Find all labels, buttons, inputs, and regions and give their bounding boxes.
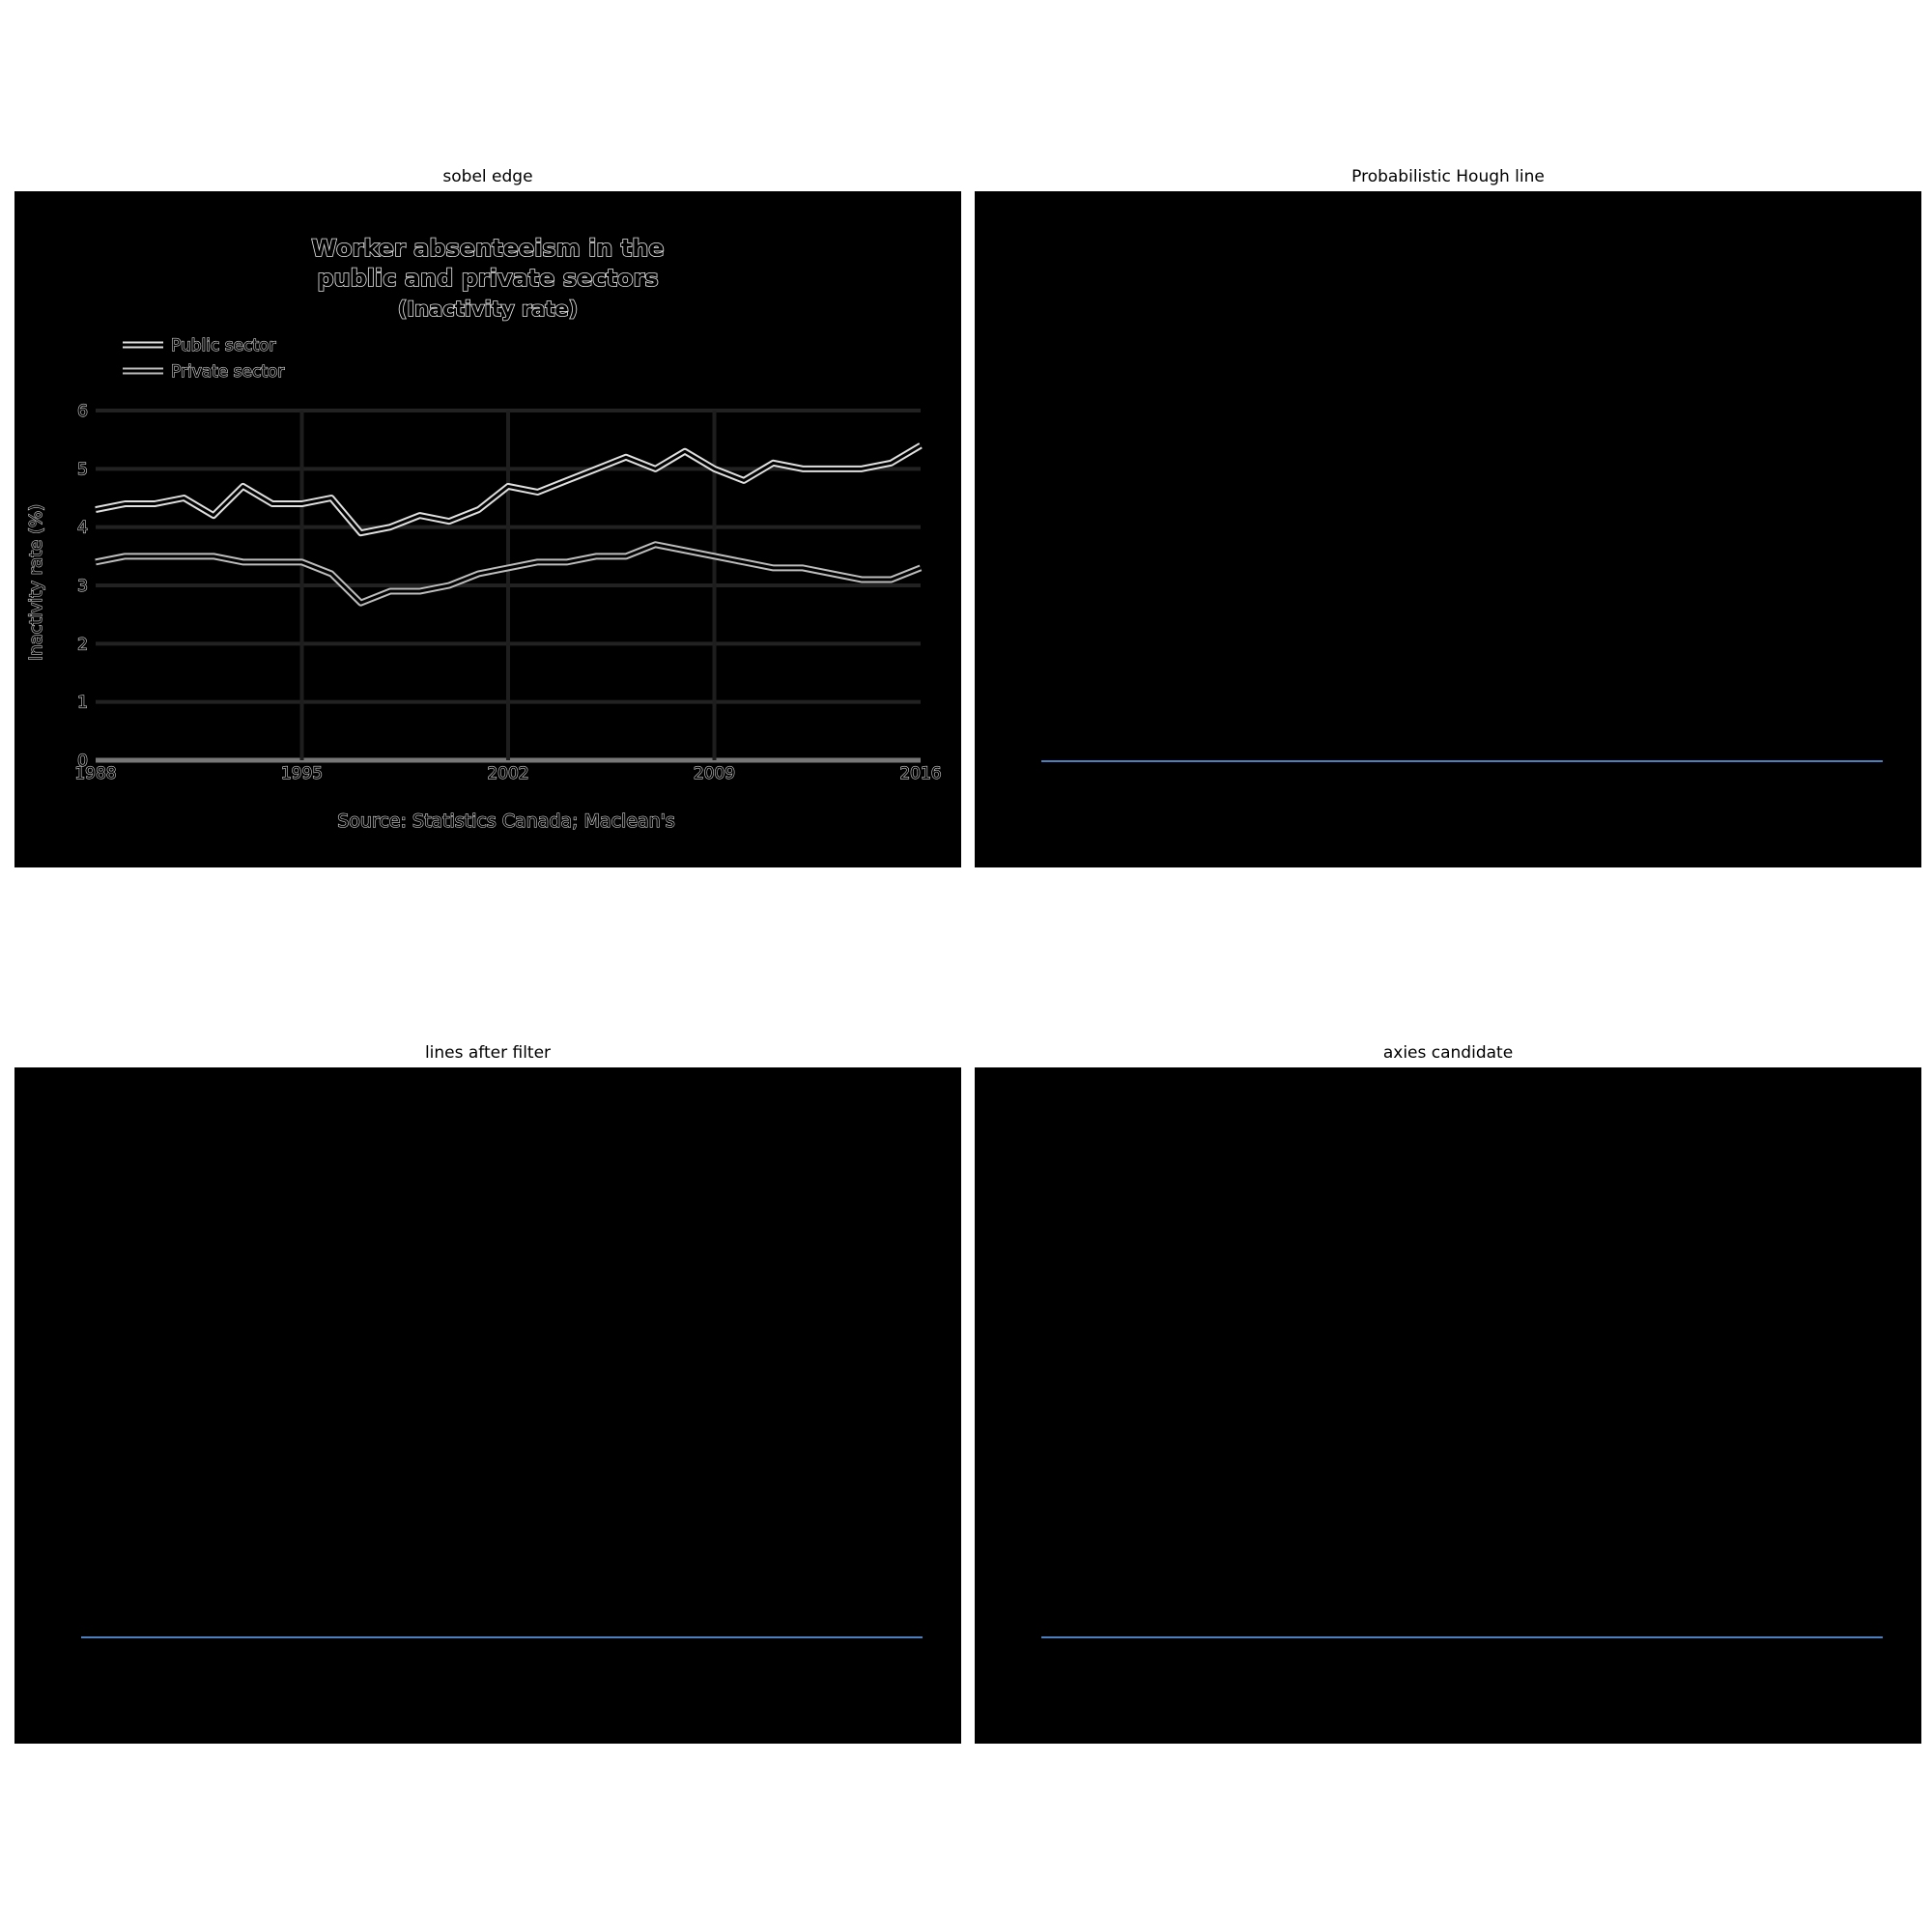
legend: Public sector Private sector [123, 335, 285, 383]
sobel-edge-panel: Worker absenteeism in the public and pri… [14, 191, 961, 867]
y-tick-label: 5 [77, 460, 88, 479]
panel-title-axes: axies candidate [1382, 1043, 1514, 1063]
y-tick-label: 1 [77, 694, 88, 713]
x-tick-label: 1995 [281, 764, 323, 783]
y-tick-label: 4 [77, 519, 88, 538]
gridlines [96, 409, 921, 763]
panel-title-filter: lines after filter [424, 1043, 552, 1063]
axes-candidate-panel [975, 1067, 1921, 1744]
y-tick-label: 2 [77, 635, 88, 654]
x-tick-label: 1988 [74, 764, 116, 783]
chart-title-line1: Worker absenteeism in the [311, 235, 664, 262]
y-axis-label: Inactivity rate (%) [26, 504, 46, 661]
chart-subtitle: (Inactivity rate) [398, 298, 579, 321]
x-tick-label: 2002 [487, 764, 528, 783]
edge-chart: Worker absenteeism in the public and pri… [25, 234, 942, 832]
legend-label: Private sector [171, 362, 284, 382]
y-tick-label: 3 [77, 577, 88, 596]
x-tick-labels: 1988 1995 2002 2009 2016 [74, 763, 942, 783]
series-line-core [95, 443, 922, 535]
chart-title-line2: public and private sectors [317, 265, 658, 292]
y-tick-label: 6 [77, 402, 88, 421]
panel-title-hough: Probabilistic Hough line [1351, 167, 1545, 186]
x-tick-label: 2016 [899, 764, 941, 783]
y-tick-labels: 0 1 2 3 4 5 6 [77, 401, 89, 771]
series-line-core [95, 543, 922, 605]
series-lines [95, 442, 923, 607]
filtered-lines-panel [14, 1067, 961, 1744]
hough-line-panel [975, 191, 1921, 867]
chart-source: Source: Statistics Canada; Maclean's [337, 810, 675, 832]
panel-title-sobel: sobel edge [442, 167, 533, 186]
legend-label: Public sector [171, 336, 275, 355]
x-tick-label: 2009 [694, 764, 735, 783]
y-tick-label: 0 [77, 752, 88, 771]
